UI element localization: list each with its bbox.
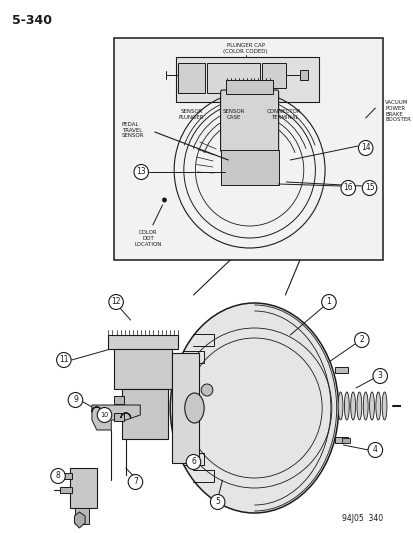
- Circle shape: [367, 442, 382, 457]
- Text: 5: 5: [215, 497, 220, 506]
- Text: 3: 3: [377, 372, 382, 381]
- FancyBboxPatch shape: [220, 90, 278, 152]
- Circle shape: [340, 181, 355, 196]
- Bar: [176, 57, 318, 102]
- Text: 7: 7: [133, 478, 138, 487]
- Text: 11: 11: [59, 356, 69, 365]
- Circle shape: [321, 295, 335, 310]
- Text: 5-340: 5-340: [12, 14, 52, 27]
- Circle shape: [68, 392, 83, 408]
- Circle shape: [358, 141, 372, 156]
- Bar: [114, 413, 123, 421]
- Bar: [75, 508, 89, 524]
- Text: PLUNGER CAP
(COLOR CODED): PLUNGER CAP (COLOR CODED): [223, 43, 267, 54]
- Circle shape: [134, 165, 148, 180]
- Bar: [114, 349, 172, 389]
- Polygon shape: [92, 405, 140, 430]
- Bar: [172, 353, 199, 463]
- Ellipse shape: [369, 392, 373, 420]
- Circle shape: [109, 295, 123, 310]
- Ellipse shape: [350, 392, 355, 420]
- Text: CONNECTOR
TERMINAL: CONNECTOR TERMINAL: [266, 109, 301, 120]
- Text: MAX: MAX: [120, 355, 129, 359]
- Text: 10: 10: [100, 412, 108, 418]
- Circle shape: [97, 408, 112, 423]
- Bar: [334, 437, 347, 443]
- Bar: [342, 438, 349, 443]
- Circle shape: [361, 181, 376, 196]
- Text: 94J05  340: 94J05 340: [341, 514, 382, 523]
- Ellipse shape: [184, 393, 204, 423]
- Bar: [299, 70, 307, 80]
- Text: 4: 4: [372, 446, 377, 455]
- Bar: [69, 468, 97, 508]
- Bar: [178, 63, 204, 93]
- Ellipse shape: [356, 392, 361, 420]
- Text: MIN: MIN: [120, 365, 128, 369]
- Text: 16: 16: [343, 183, 352, 192]
- Ellipse shape: [337, 392, 342, 420]
- Ellipse shape: [362, 392, 367, 420]
- Bar: [60, 473, 71, 479]
- Text: 15: 15: [364, 183, 373, 192]
- Bar: [334, 367, 347, 373]
- Text: 14: 14: [360, 143, 370, 152]
- Text: SENSOR
CASE: SENSOR CASE: [222, 109, 245, 120]
- Circle shape: [51, 469, 65, 483]
- Circle shape: [372, 368, 387, 384]
- Text: 13: 13: [136, 167, 146, 176]
- Bar: [206, 63, 260, 93]
- Ellipse shape: [381, 392, 386, 420]
- Circle shape: [186, 455, 200, 470]
- Text: 2: 2: [358, 335, 363, 344]
- Circle shape: [210, 495, 224, 510]
- Text: 12: 12: [111, 297, 121, 306]
- Circle shape: [57, 352, 71, 367]
- Text: 1: 1: [326, 297, 330, 306]
- Text: PEDAL
TRAVEL
SENSOR: PEDAL TRAVEL SENSOR: [121, 122, 144, 138]
- Text: SENSOR
PLUNGER: SENSOR PLUNGER: [178, 109, 204, 120]
- Bar: [261, 63, 286, 88]
- Bar: [226, 80, 272, 94]
- Bar: [108, 335, 178, 349]
- Text: 9: 9: [73, 395, 78, 405]
- Bar: [114, 396, 123, 404]
- Text: COLOR
DOT
LOCATION: COLOR DOT LOCATION: [134, 230, 161, 247]
- Text: 6: 6: [190, 457, 195, 466]
- Bar: [220, 150, 278, 185]
- Ellipse shape: [344, 392, 349, 420]
- Polygon shape: [74, 512, 85, 528]
- Bar: [114, 38, 382, 260]
- Circle shape: [128, 474, 142, 489]
- Circle shape: [410, 400, 413, 411]
- Circle shape: [354, 333, 368, 348]
- Bar: [60, 487, 71, 493]
- Text: VACUUM
POWER
BRAKE
BOOSTER: VACUUM POWER BRAKE BOOSTER: [384, 100, 410, 123]
- Circle shape: [201, 384, 212, 396]
- Circle shape: [161, 198, 166, 203]
- Text: 8: 8: [55, 472, 60, 481]
- Bar: [121, 389, 168, 439]
- Ellipse shape: [170, 303, 338, 513]
- Ellipse shape: [375, 392, 380, 420]
